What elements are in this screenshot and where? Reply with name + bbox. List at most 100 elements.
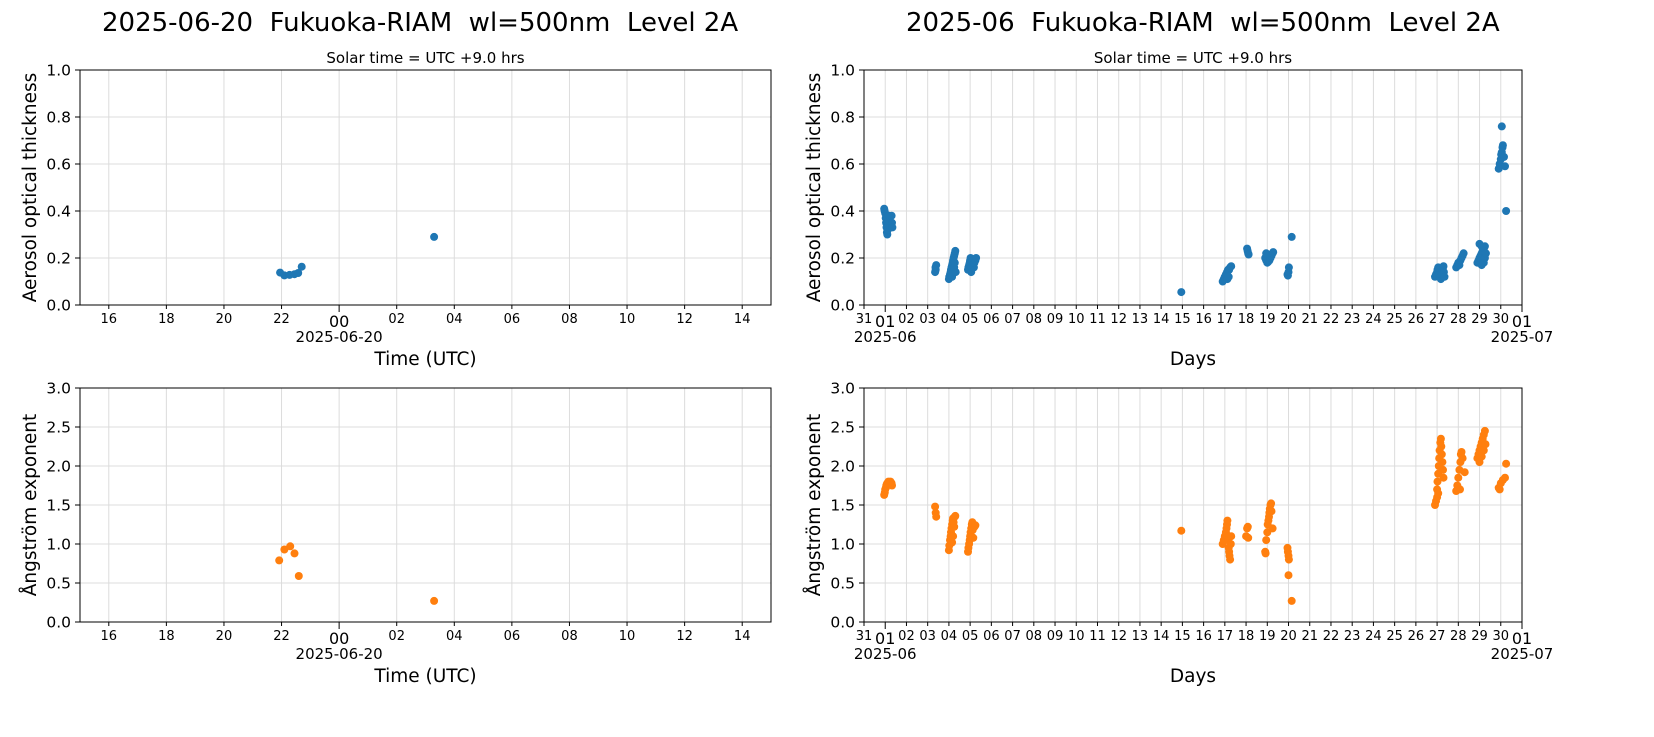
- x-tick-label: 04: [941, 312, 958, 327]
- data-point: [972, 254, 981, 262]
- y-tick-label: 0.0: [830, 297, 855, 315]
- chart-daily-aod: 16 18 20 22 00 02 04 06 08 10 12 14 2025-06-20 0.0 0.2…: [20, 49, 772, 370]
- data-point: [1481, 249, 1490, 258]
- data-point: [290, 549, 299, 558]
- data-point: [1501, 473, 1509, 482]
- x-tick-label: 22: [1323, 629, 1340, 644]
- x-tick-label: 14: [734, 312, 751, 327]
- data-point: [1243, 522, 1252, 531]
- data-point: [1284, 571, 1293, 580]
- x-tick-label: 05: [962, 312, 979, 327]
- x-tick-label: 14: [734, 629, 751, 644]
- x-tick-label: 17: [1217, 312, 1234, 327]
- data-point: [1502, 459, 1511, 468]
- x-tick-label: 18: [1238, 312, 1255, 327]
- x-tick-label: 20: [1280, 312, 1297, 327]
- y-tick-label: 0.5: [46, 575, 71, 593]
- x-tick-label: 23: [1344, 629, 1361, 644]
- x-tick-label: 08: [561, 629, 578, 644]
- x-tick-label: 20: [216, 629, 233, 644]
- x-tick-label: 21: [1301, 312, 1318, 327]
- x-tick-label: 06: [983, 629, 1000, 644]
- x-tick-label: 16: [1195, 312, 1212, 327]
- x-tick-label: 16: [101, 629, 118, 644]
- x-tick-label: 30: [1493, 312, 1510, 327]
- x-axis-label: Time (UTC): [373, 349, 476, 370]
- x-tick-label: 04: [941, 629, 958, 644]
- data-point: [1457, 448, 1466, 456]
- data-point: [951, 511, 960, 520]
- x-tick-label: 01: [1512, 629, 1532, 648]
- x-offset-label: 2025-06-20: [296, 328, 383, 346]
- x-tick-label: 26: [1408, 312, 1425, 327]
- y-tick-label: 0.6: [46, 156, 71, 174]
- x-tick-label: 12: [676, 629, 693, 644]
- left-figure-title: 2025-06-20 Fukuoka-RIAM wl=500nm Level 2…: [102, 8, 739, 38]
- data-point: [1497, 122, 1506, 131]
- x-tick-label: 29: [1471, 629, 1488, 644]
- x-tick-label: 16: [1195, 629, 1212, 644]
- data-point: [1433, 477, 1442, 486]
- data-point: [1481, 440, 1490, 449]
- x-tick-label: 01: [875, 312, 895, 331]
- x-tick-label: 12: [1110, 312, 1127, 327]
- data-point: [1177, 288, 1186, 297]
- y-tick-label: 1.5: [830, 497, 855, 515]
- data-point: [1502, 207, 1511, 215]
- x-tick-label: 10: [1068, 629, 1085, 644]
- data-point: [1500, 152, 1508, 161]
- x-tick-label: 22: [273, 312, 290, 327]
- x-tick-label: 01: [1512, 312, 1532, 331]
- data-point: [1226, 540, 1235, 548]
- x-tick-label: 00: [329, 312, 349, 331]
- y-tick-label: 1.5: [46, 497, 71, 515]
- y-tick-label: 0.2: [830, 250, 855, 268]
- data-point: [275, 556, 284, 565]
- x-tick-label: 08: [1026, 312, 1043, 327]
- x-tick-label: 14: [1153, 312, 1170, 327]
- x-axis-label: Days: [1170, 349, 1216, 370]
- x-tick-label: 20: [1280, 629, 1297, 644]
- y-tick-label: 2.5: [830, 419, 855, 437]
- x-sublabel: 2025-07: [1491, 328, 1554, 346]
- data-point: [1244, 533, 1253, 542]
- x-tick-label: 08: [1026, 629, 1043, 644]
- data-point: [931, 502, 940, 511]
- x-tick-label: 24: [1365, 629, 1382, 644]
- x-tick-label: 21: [1301, 629, 1318, 644]
- data-point: [888, 481, 896, 490]
- x-tick-label: 03: [919, 312, 936, 327]
- x-offset-label: 2025-06-20: [296, 645, 383, 663]
- data-point: [1495, 485, 1504, 494]
- data-point: [888, 223, 897, 232]
- x-tick-label: 07: [1004, 312, 1021, 327]
- y-tick-label: 0.4: [46, 203, 71, 221]
- data-point: [1454, 473, 1463, 482]
- x-tick-label: 20: [216, 312, 233, 327]
- x-tick-label: 31: [856, 312, 873, 327]
- data-point: [887, 211, 896, 220]
- data-point: [297, 262, 306, 271]
- x-tick-label: 11: [1089, 629, 1106, 644]
- x-tick-label: 13: [1132, 312, 1149, 327]
- data-point: [1501, 162, 1509, 171]
- x-tick-label: 18: [158, 629, 175, 644]
- plot-frame: [863, 69, 1523, 306]
- data-point: [1458, 454, 1467, 463]
- x-tick-label: 19: [1259, 312, 1276, 327]
- x-tick-label: 23: [1344, 312, 1361, 327]
- data-point: [949, 532, 958, 541]
- y-tick-label: 0.4: [830, 203, 855, 221]
- data-point: [1244, 250, 1253, 259]
- data-point: [1439, 465, 1447, 474]
- chart-daily-angstrom: 16 18 20 22 00 02 04 06 08 10 12 14 2025-06-20 0.0 0.5…: [19, 380, 772, 687]
- data-point: [1287, 232, 1296, 241]
- data-point: [1227, 532, 1236, 541]
- x-tick-label: 16: [101, 312, 118, 327]
- x-tick-label: 02: [898, 312, 915, 327]
- x-axis-label: Days: [1170, 666, 1216, 687]
- data-point: [1267, 499, 1276, 508]
- x-tick-label: 26: [1408, 629, 1425, 644]
- x-tick-label: 03: [919, 629, 936, 644]
